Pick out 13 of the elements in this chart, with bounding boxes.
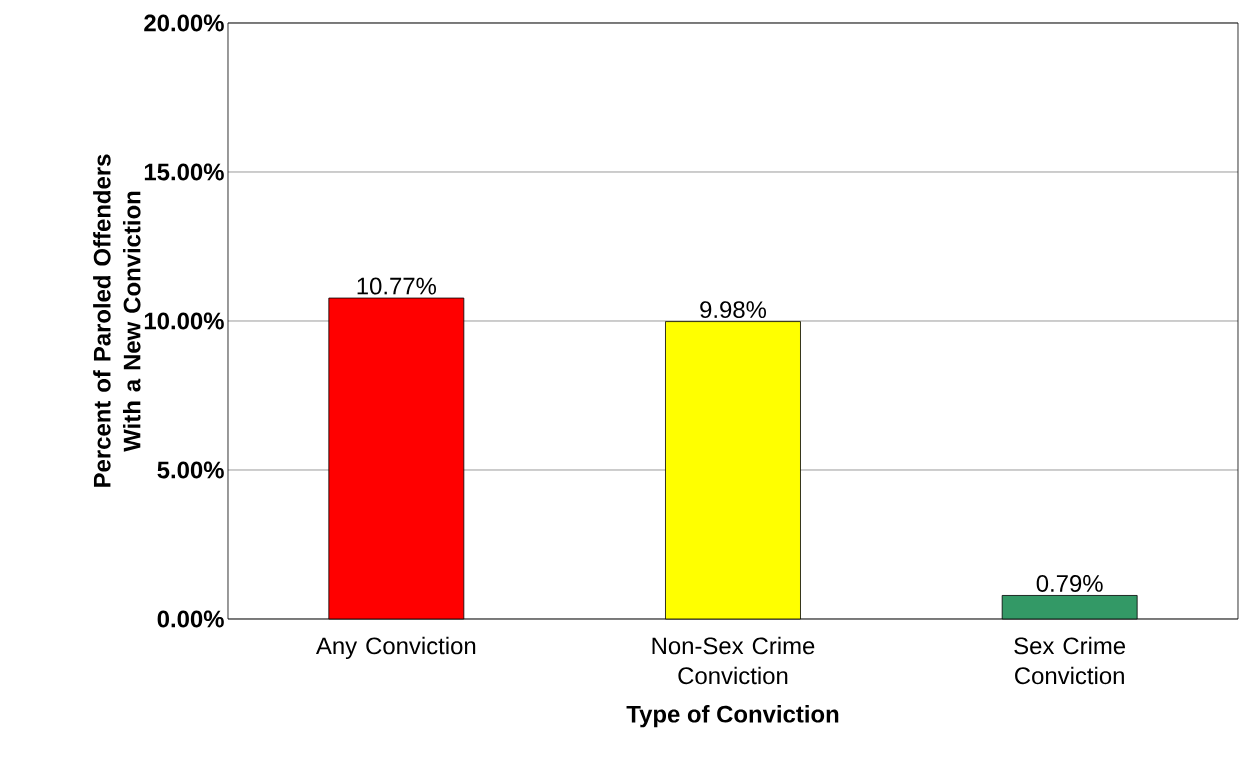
data-label: 9.98%	[700, 301, 767, 319]
y-tick-label: 5.00%	[157, 461, 224, 479]
x-tick-label: Any Conviction	[315, 636, 476, 660]
y-tick-label: 0.00%	[157, 610, 224, 628]
data-label: 0.79%	[1036, 575, 1103, 592]
x-axis-title: Type of Conviction	[626, 705, 839, 728]
data-label: 10.77%	[357, 277, 437, 295]
y-tick-label: 15.00%	[144, 163, 224, 181]
y-tick-label: 20.00%	[144, 14, 224, 32]
x-tick-label: Sex Crime Conviction	[1014, 636, 1126, 685]
x-tick-label: Non-Sex Crime Conviction	[652, 636, 815, 685]
y-axis-title: Percent of Paroled Offenders With a New Conviction	[93, 154, 141, 487]
y-tick-label: 10.00%	[144, 312, 224, 330]
